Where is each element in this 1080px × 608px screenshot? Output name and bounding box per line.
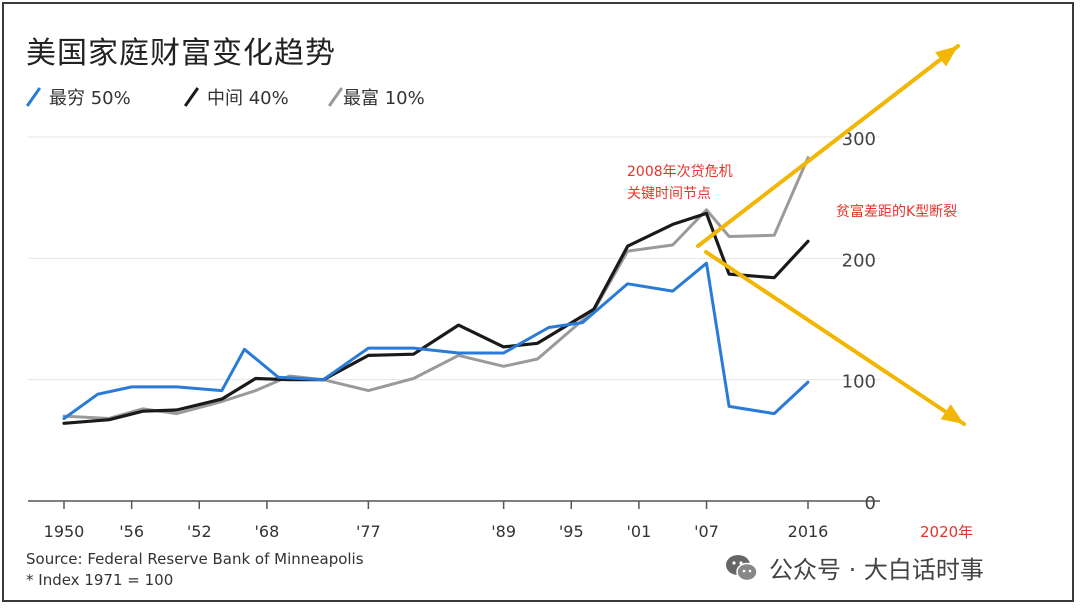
annotation-crisis-line1: 2008年次贷危机 xyxy=(627,164,733,180)
y-tick-label-300: 300 xyxy=(842,129,876,150)
annotation-year-2020: 2020年 xyxy=(920,523,973,541)
legend-label-poorest: 最穷 50% xyxy=(49,88,131,109)
arrow-up-shaft xyxy=(696,44,960,248)
chart-title: 美国家庭财富变化趋势 xyxy=(26,36,336,71)
arrow-up-head xyxy=(935,46,958,67)
y-tick-label-200: 200 xyxy=(842,250,876,271)
legend-label-middle: 中间 40% xyxy=(207,88,289,109)
series-line-poorest xyxy=(62,261,810,420)
series-line-middle xyxy=(62,211,810,425)
x-tick-label-0: 1950 xyxy=(44,522,85,541)
legend-item-middle: 中间 40% xyxy=(183,84,289,110)
y-tick-label-0: 0 xyxy=(865,493,876,514)
x-tick-label-6: '95 xyxy=(559,522,584,541)
arrow-down-shaft xyxy=(704,250,966,426)
x-tick-label-8: '07 xyxy=(694,522,719,541)
x-tick-label-5: '89 xyxy=(491,522,516,541)
watermark-text: 公众号 · 大白话时事 xyxy=(769,556,984,584)
annotation-crisis-line2: 关键时间节点 xyxy=(627,186,711,202)
legend-item-poorest: 最穷 50% xyxy=(25,84,131,110)
annotation-k-split: 贫富差距的K型断裂 xyxy=(836,203,957,220)
legend-item-richest: 最富 10% xyxy=(327,84,425,110)
legend-label-richest: 最富 10% xyxy=(343,88,425,109)
chart-frame xyxy=(2,2,1074,602)
x-tick-label-3: '68 xyxy=(255,522,280,541)
x-tick-label-9: 2016 xyxy=(788,522,829,541)
source-text: Source: Federal Reserve Bank of Minneapo… xyxy=(26,550,364,568)
x-tick-label-7: '01 xyxy=(627,522,652,541)
wechat-icon xyxy=(726,554,758,581)
source-note: Source: Federal Reserve Bank of Minneapo… xyxy=(26,549,364,591)
x-tick-label-1: '56 xyxy=(119,522,144,541)
index-note: * Index 1971 = 100 xyxy=(26,571,174,589)
x-tick-label-2: '52 xyxy=(187,522,212,541)
arrow-down-head xyxy=(940,404,964,424)
x-tick-label-4: '77 xyxy=(356,522,381,541)
y-tick-label-100: 100 xyxy=(842,372,876,393)
watermark: 公众号 · 大白话时事 xyxy=(725,550,984,585)
